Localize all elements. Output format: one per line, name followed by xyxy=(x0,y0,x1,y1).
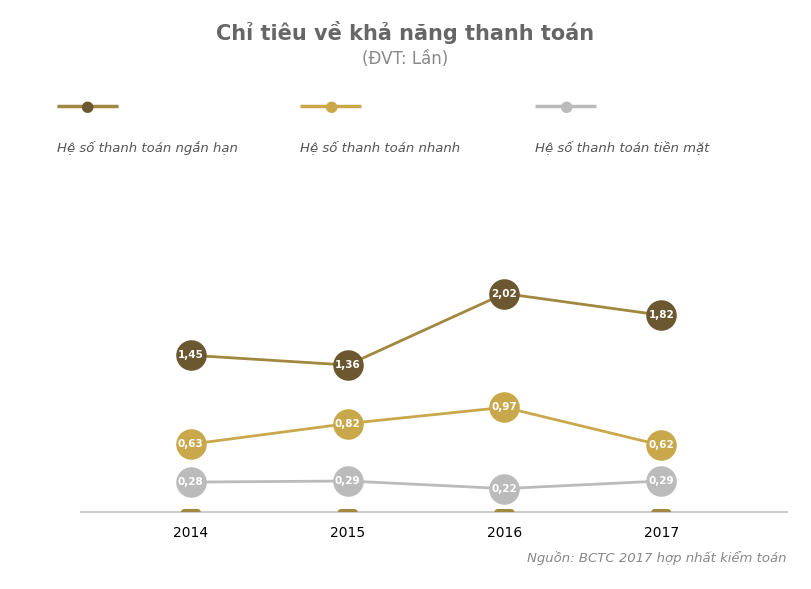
Text: Chỉ tiêu về khả năng thanh toán: Chỉ tiêu về khả năng thanh toán xyxy=(217,21,594,44)
Text: 1,36: 1,36 xyxy=(335,360,361,370)
Text: ●: ● xyxy=(324,98,337,114)
Text: 0,29: 0,29 xyxy=(335,476,360,486)
Text: 2,02: 2,02 xyxy=(491,289,517,299)
Text: 0,82: 0,82 xyxy=(335,419,361,429)
Text: Hệ số thanh toán nhanh: Hệ số thanh toán nhanh xyxy=(300,141,460,155)
Text: 1,45: 1,45 xyxy=(178,350,204,360)
Text: 0,29: 0,29 xyxy=(649,476,674,486)
Text: (ĐVT: Lần): (ĐVT: Lần) xyxy=(363,50,448,68)
Text: 0,28: 0,28 xyxy=(178,477,204,487)
Text: ●: ● xyxy=(80,98,94,114)
Text: 1,82: 1,82 xyxy=(648,310,674,320)
Text: Hệ số thanh toán ngắn hạn: Hệ số thanh toán ngắn hạn xyxy=(57,141,238,155)
Text: 0,63: 0,63 xyxy=(178,439,204,449)
Text: Nguồn: BCTC 2017 hợp nhất kiểm toán: Nguồn: BCTC 2017 hợp nhất kiểm toán xyxy=(527,551,787,565)
Text: Hệ số thanh toán tiền mặt: Hệ số thanh toán tiền mặt xyxy=(535,141,710,155)
Text: 0,62: 0,62 xyxy=(648,440,674,450)
Text: ●: ● xyxy=(559,98,573,114)
Text: 0,22: 0,22 xyxy=(491,484,517,494)
Text: 0,97: 0,97 xyxy=(491,402,517,412)
